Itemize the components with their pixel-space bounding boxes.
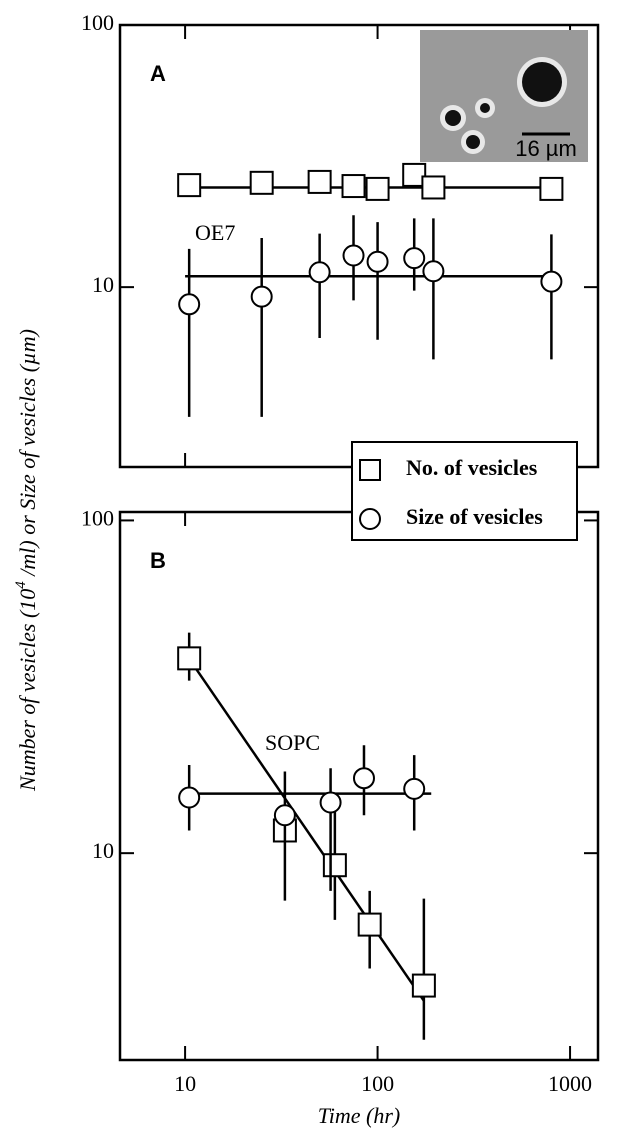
- circle-marker: [404, 779, 424, 799]
- circle-marker: [310, 262, 330, 282]
- inset-vesicle: [522, 62, 562, 102]
- square-marker: [251, 172, 273, 194]
- square-marker: [343, 175, 365, 197]
- inset-vesicle: [445, 110, 461, 126]
- square-marker: [540, 178, 562, 200]
- panel-label: B: [150, 548, 166, 573]
- y-tick-label: 100: [81, 505, 114, 530]
- circle-marker: [179, 294, 199, 314]
- y-label-part: Size of vesicles (µm): [15, 329, 40, 510]
- inset-label: 16 µm: [515, 136, 577, 161]
- y-tick-label: 100: [81, 10, 114, 35]
- annotation: OE7: [195, 220, 235, 245]
- y-label-part: Number of vesicles (10: [15, 589, 40, 792]
- circle-marker: [354, 768, 374, 788]
- x-tick-label: 10: [174, 1071, 196, 1096]
- square-marker: [309, 171, 331, 193]
- square-marker: [178, 174, 200, 196]
- circle-marker: [368, 252, 388, 272]
- square-marker: [178, 647, 200, 669]
- circle-marker: [423, 261, 443, 281]
- legend-label: No. of vesicles: [406, 455, 538, 480]
- x-tick-label: 100: [361, 1071, 394, 1096]
- circle-marker: [275, 805, 295, 825]
- annotation: SOPC: [265, 730, 320, 755]
- y-tick-label: 10: [92, 838, 114, 863]
- x-axis-label: Time (hr): [318, 1103, 401, 1128]
- y-axis-label: Number of vesicles (104 /ml) or Size of …: [13, 329, 40, 792]
- circle-marker: [404, 248, 424, 268]
- square-marker: [413, 975, 435, 997]
- square-marker: [324, 854, 346, 876]
- legend-label: Size of vesicles: [406, 504, 543, 529]
- circle-marker: [321, 792, 341, 812]
- inset-vesicle: [480, 103, 490, 113]
- square-marker: [367, 178, 389, 200]
- y-label-part: /ml) or: [15, 510, 40, 582]
- circle-marker: [252, 287, 272, 307]
- inset-vesicle: [466, 135, 480, 149]
- x-tick-label: 1000: [548, 1071, 592, 1096]
- square-marker: [422, 176, 444, 198]
- panel-label: A: [150, 61, 166, 86]
- circle-marker: [541, 272, 561, 292]
- square-marker: [359, 914, 381, 936]
- legend-square: [360, 460, 380, 480]
- circle-marker: [179, 787, 199, 807]
- y-tick-label: 10: [92, 272, 114, 297]
- fit-line: [185, 653, 424, 1001]
- figure: Number of vesicles (104 /ml) or Size of …: [0, 0, 620, 1129]
- circle-marker: [344, 246, 364, 266]
- legend-circle: [360, 509, 380, 529]
